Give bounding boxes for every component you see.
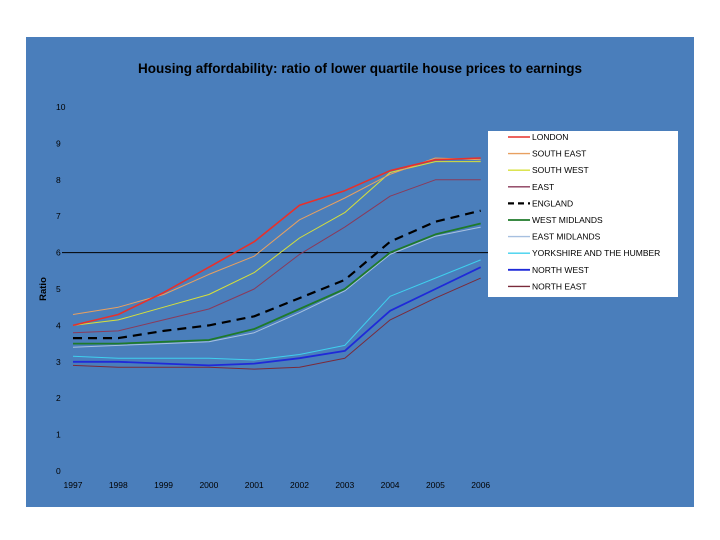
y-tick-label: 1	[56, 430, 61, 440]
x-tick-label: 2001	[245, 480, 264, 490]
x-tick-label: 2006	[471, 480, 490, 490]
x-tick-label: 1998	[109, 480, 128, 490]
legend-label: YORKSHIRE AND THE HUMBER	[532, 248, 660, 258]
legend-label: SOUTH EAST	[532, 149, 586, 159]
series-line-east-midlands	[72, 226, 481, 348]
y-tick-label: 6	[56, 248, 61, 258]
legend: LONDON SOUTH EAST SOUTH WEST EAST ENGLAND WES…	[488, 131, 678, 297]
series-line-south-east	[72, 157, 481, 315]
series-line-north-east	[72, 277, 481, 370]
y-tick-label: 7	[56, 211, 61, 221]
legend-label: NORTH WEST	[532, 265, 589, 275]
series-line-east	[72, 179, 481, 334]
legend-label: EAST	[532, 182, 554, 192]
legend-label: LONDON	[532, 132, 568, 142]
x-tick-label: 2004	[381, 480, 400, 490]
series-line-england	[73, 209, 481, 340]
series-line-london	[72, 157, 481, 327]
x-tick-label: 1999	[154, 480, 173, 490]
chart-slide: Housing affordability: ratio of lower qu…	[26, 37, 694, 507]
x-tick-label: 2005	[426, 480, 445, 490]
x-tick-label: 1997	[64, 480, 83, 490]
y-tick-label: 4	[56, 320, 61, 330]
legend-label: WEST MIDLANDS	[532, 215, 603, 225]
x-tick-label: 2002	[290, 480, 309, 490]
legend-label: EAST MIDLANDS	[532, 232, 601, 242]
chart: Housing affordability: ratio of lower qu…	[38, 61, 678, 490]
y-tick-label: 5	[56, 284, 61, 294]
series-line-south-west	[72, 161, 481, 326]
chart-title: Housing affordability: ratio of lower qu…	[138, 61, 582, 76]
y-tick-label: 3	[56, 357, 61, 367]
y-axis-label: Ratio	[38, 277, 49, 301]
legend-label: ENGLAND	[532, 198, 573, 208]
y-tick-label: 0	[56, 466, 61, 476]
series-line-yorkshire-and-the-humber	[72, 259, 481, 361]
series-line-north-west	[73, 266, 482, 367]
series-line-west-midlands	[73, 222, 481, 345]
y-tick-label: 10	[56, 102, 66, 112]
x-tick-label: 2003	[335, 480, 354, 490]
x-tick-label: 2000	[199, 480, 218, 490]
y-tick-label: 2	[56, 393, 61, 403]
legend-label: NORTH EAST	[532, 281, 587, 291]
legend-label: SOUTH WEST	[532, 165, 589, 175]
y-tick-label: 9	[56, 138, 61, 148]
y-tick-label: 8	[56, 175, 61, 185]
